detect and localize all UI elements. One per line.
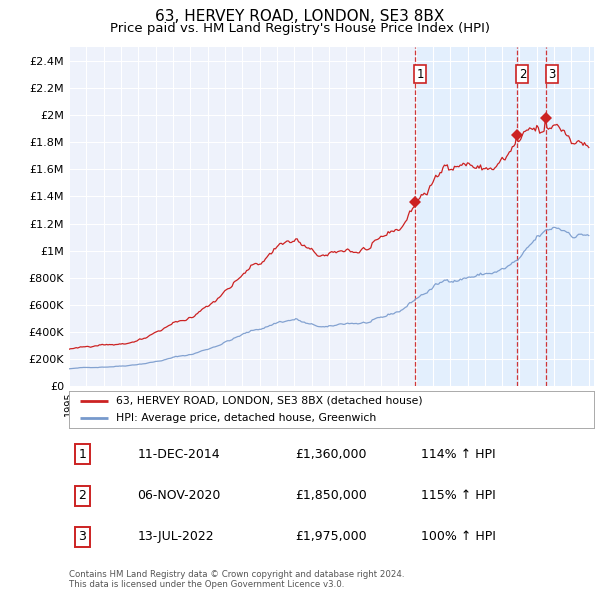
Text: 11-DEC-2014: 11-DEC-2014	[137, 448, 220, 461]
Text: 114% ↑ HPI: 114% ↑ HPI	[421, 448, 496, 461]
Bar	[415, 47, 594, 386]
Text: 3: 3	[78, 530, 86, 543]
Text: £1,975,000: £1,975,000	[295, 530, 367, 543]
Text: 13-JUL-2022: 13-JUL-2022	[137, 530, 214, 543]
Text: HPI: Average price, detached house, Greenwich: HPI: Average price, detached house, Gree…	[116, 413, 377, 422]
Text: £1,360,000: £1,360,000	[295, 448, 366, 461]
Text: 06-NOV-2020: 06-NOV-2020	[137, 489, 221, 502]
Text: 1: 1	[416, 68, 424, 81]
Text: 3: 3	[548, 68, 555, 81]
Text: 63, HERVEY ROAD, LONDON, SE3 8BX: 63, HERVEY ROAD, LONDON, SE3 8BX	[155, 9, 445, 24]
Text: 2: 2	[78, 489, 86, 502]
Text: 100% ↑ HPI: 100% ↑ HPI	[421, 530, 496, 543]
Text: Contains HM Land Registry data © Crown copyright and database right 2024.
This d: Contains HM Land Registry data © Crown c…	[69, 570, 404, 589]
Text: 63, HERVEY ROAD, LONDON, SE3 8BX (detached house): 63, HERVEY ROAD, LONDON, SE3 8BX (detach…	[116, 396, 423, 405]
Text: 2: 2	[518, 68, 526, 81]
Text: £1,850,000: £1,850,000	[295, 489, 367, 502]
Text: Price paid vs. HM Land Registry's House Price Index (HPI): Price paid vs. HM Land Registry's House …	[110, 22, 490, 35]
Text: 115% ↑ HPI: 115% ↑ HPI	[421, 489, 496, 502]
Text: 1: 1	[78, 448, 86, 461]
